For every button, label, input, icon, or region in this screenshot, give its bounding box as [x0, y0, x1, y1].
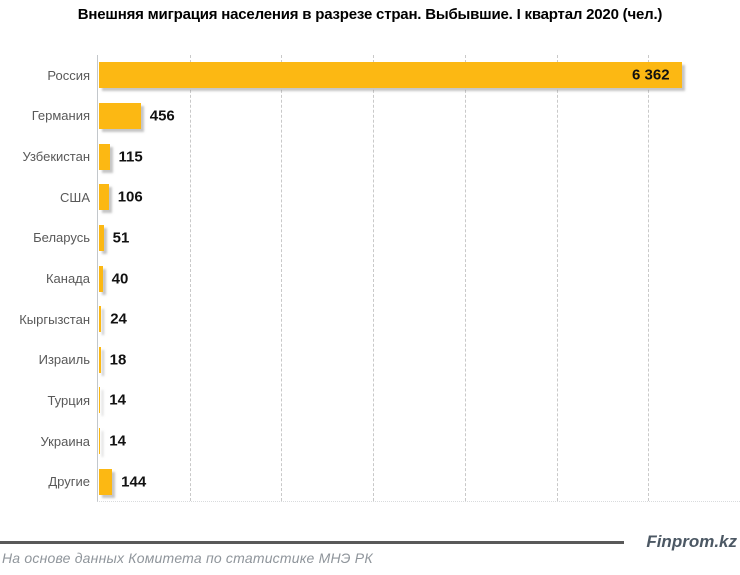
- gridline: [373, 55, 375, 501]
- value-label: 40: [111, 270, 129, 288]
- value-label: 51: [112, 229, 130, 247]
- bar: [99, 387, 101, 414]
- bar-row: США 106: [0, 177, 740, 218]
- source-note: На основе данных Комитета по статистике …: [2, 550, 373, 566]
- value-label: 6 362: [632, 66, 670, 84]
- category-label: Беларусь: [33, 230, 90, 246]
- category-label: Другие: [48, 474, 90, 490]
- brand-logo: Finprom.kz: [646, 532, 737, 551]
- bar-row: Израиль 18: [0, 339, 740, 380]
- bar-row: Другие 144: [0, 461, 740, 502]
- category-label: США: [60, 189, 90, 205]
- bar: [99, 102, 141, 129]
- bar-track: 6 362: [99, 55, 740, 96]
- value-label: 456: [149, 107, 175, 125]
- gridline: [281, 55, 283, 501]
- category-label: Канада: [45, 271, 90, 287]
- value-label: 115: [118, 148, 143, 166]
- value-label: 14: [109, 391, 126, 409]
- bar-track: 456: [99, 96, 740, 137]
- gridline: [189, 55, 191, 501]
- gridline: [648, 55, 650, 501]
- bar: [99, 428, 101, 455]
- footer-divider: [0, 540, 624, 544]
- bar-track: 14: [99, 421, 740, 462]
- bar: [99, 62, 682, 89]
- bar-chart: Россия 6 362 Германия 456 Узбекистан 115…: [0, 55, 740, 502]
- bar-row: Узбекистан 115: [0, 136, 740, 177]
- bar-row: Кыргызстан 24: [0, 299, 740, 340]
- category-label: Турция: [47, 392, 90, 408]
- bar-track: 51: [99, 218, 740, 259]
- footer: Finprom.kz: [0, 532, 737, 552]
- bar-track: 18: [99, 339, 740, 380]
- bar-row: Турция 14: [0, 380, 740, 421]
- category-label: Германия: [31, 108, 90, 124]
- bar-rows: Россия 6 362 Германия 456 Узбекистан 115…: [0, 55, 740, 502]
- bar-track: 24: [99, 299, 740, 340]
- bar-row: Канада 40: [0, 258, 740, 299]
- plot-area: [97, 55, 740, 502]
- bar-track: 144: [99, 461, 740, 502]
- bar-track: 40: [99, 258, 740, 299]
- category-label: Узбекистан: [22, 149, 90, 165]
- category-label: Украина: [40, 433, 91, 449]
- category-label: Кыргызстан: [19, 311, 90, 327]
- bar-row: Россия 6 362: [0, 55, 740, 96]
- bar: [99, 468, 113, 495]
- bar: [99, 184, 109, 211]
- value-label: 14: [109, 432, 126, 450]
- bar: [99, 143, 110, 170]
- bar-row: Германия 456: [0, 96, 740, 137]
- value-label: 144: [121, 473, 147, 491]
- bar-track: 14: [99, 380, 740, 421]
- gridline: [464, 55, 466, 501]
- category-label: Россия: [47, 67, 90, 83]
- bar: [99, 306, 102, 333]
- gridline: [556, 55, 558, 501]
- bar: [99, 346, 101, 373]
- value-label: 18: [109, 351, 127, 369]
- category-label: Израиль: [38, 352, 90, 368]
- bar-track: 106: [99, 177, 740, 218]
- bar: [99, 265, 103, 292]
- bar-row: Беларусь 51: [0, 218, 740, 259]
- bar-track: 115: [99, 136, 740, 177]
- value-label: 24: [110, 310, 127, 328]
- bar-row: Украина 14: [0, 421, 740, 462]
- chart-title: Внешняя миграция населения в разрезе стр…: [77, 6, 663, 23]
- value-label: 106: [117, 188, 143, 206]
- bar: [99, 224, 104, 251]
